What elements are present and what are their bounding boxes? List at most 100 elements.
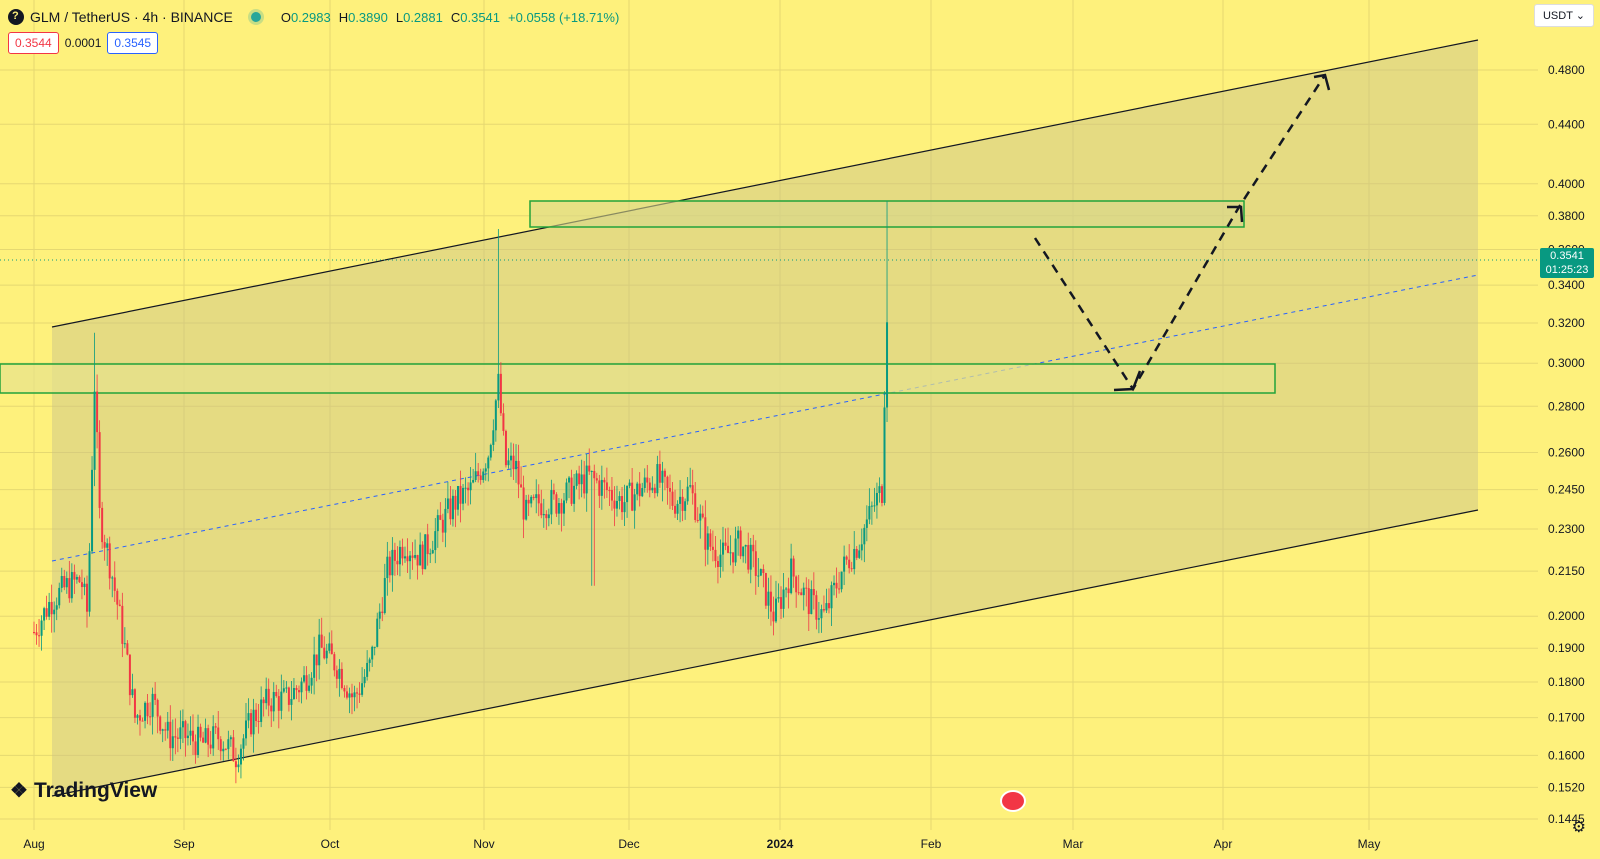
candle-body bbox=[706, 533, 709, 550]
us-flag-event-icon[interactable] bbox=[1000, 790, 1026, 812]
candle-body bbox=[305, 675, 308, 691]
candle-body bbox=[131, 689, 134, 696]
projection-arrow-head-2 bbox=[1227, 205, 1244, 223]
candle-body bbox=[199, 726, 202, 738]
x-tick-label: Oct bbox=[321, 837, 340, 851]
buy-price-button[interactable]: 0.3545 bbox=[107, 32, 159, 54]
candle-body bbox=[689, 485, 692, 487]
y-tick-label: 0.2300 bbox=[1548, 522, 1585, 536]
candle-body bbox=[656, 464, 659, 494]
candle-body bbox=[363, 676, 366, 684]
tradingview-logo[interactable]: ❖ TradingView bbox=[10, 778, 157, 803]
candle-body bbox=[287, 687, 290, 705]
candle-body bbox=[694, 493, 697, 520]
sell-price-button[interactable]: 0.3544 bbox=[8, 32, 59, 54]
candle-body bbox=[376, 618, 379, 647]
candle-body bbox=[388, 556, 391, 576]
candle-body bbox=[547, 514, 550, 519]
candle-body bbox=[552, 490, 555, 495]
candle-body bbox=[568, 477, 571, 483]
candle-body bbox=[638, 483, 641, 497]
candle-body bbox=[186, 735, 189, 739]
candle-body bbox=[275, 691, 278, 697]
candle-body bbox=[517, 460, 520, 485]
candle-body bbox=[224, 748, 227, 750]
candle-body bbox=[386, 556, 389, 579]
candle-body bbox=[474, 471, 477, 480]
candle-body bbox=[512, 455, 515, 470]
candle-body bbox=[197, 726, 200, 755]
candle-body bbox=[641, 488, 644, 497]
candle-body bbox=[790, 558, 793, 594]
candle-body bbox=[345, 691, 348, 698]
candle-body bbox=[179, 727, 182, 739]
candle-body bbox=[126, 643, 129, 655]
candle-body bbox=[121, 605, 124, 644]
candle-body bbox=[658, 464, 661, 483]
candle-body bbox=[578, 473, 581, 485]
candle-body bbox=[161, 729, 164, 731]
candle-body bbox=[194, 741, 197, 755]
candle-body bbox=[550, 490, 553, 515]
candle-body bbox=[593, 470, 596, 479]
current-price-value: 0.3541 bbox=[1550, 250, 1584, 262]
candle-body bbox=[222, 748, 225, 752]
candle-body bbox=[330, 643, 333, 655]
candle-body bbox=[378, 611, 381, 619]
ohlc-value-open: 0.2983 bbox=[290, 9, 331, 25]
candle-body bbox=[721, 542, 724, 555]
candle-body bbox=[229, 737, 232, 740]
candle-body bbox=[60, 576, 63, 588]
candle-body bbox=[757, 575, 760, 577]
candle-body bbox=[810, 589, 813, 615]
candle-body bbox=[843, 556, 846, 572]
candle-body bbox=[845, 556, 848, 560]
candle-body bbox=[873, 505, 876, 507]
candle-body bbox=[209, 744, 212, 749]
candle-body bbox=[318, 634, 321, 666]
candle-body bbox=[184, 721, 187, 739]
candle-body bbox=[883, 407, 886, 503]
candle-body bbox=[441, 519, 444, 533]
candle-body bbox=[822, 609, 825, 611]
candle-body bbox=[303, 675, 306, 682]
candle-body bbox=[73, 572, 76, 580]
candle-body bbox=[651, 487, 654, 491]
candle-body bbox=[43, 608, 46, 621]
candle-body bbox=[747, 545, 750, 570]
candle-body bbox=[865, 519, 868, 528]
gear-icon[interactable]: ⚙ bbox=[1571, 819, 1586, 836]
candle-body bbox=[570, 477, 573, 504]
candle-body bbox=[487, 457, 490, 469]
ohlc-values: O0.2983 H0.3890 L0.2881 C0.3541 +0.0558 … bbox=[281, 10, 620, 25]
candle-body bbox=[159, 716, 162, 731]
candle-body bbox=[444, 508, 447, 533]
candle-body bbox=[585, 465, 588, 494]
candle-body bbox=[70, 572, 73, 599]
y-tick-label: 0.2600 bbox=[1548, 446, 1585, 460]
candle-body bbox=[101, 507, 104, 543]
candle-body bbox=[880, 486, 883, 503]
candle-body bbox=[838, 588, 841, 590]
candle-body bbox=[300, 681, 303, 693]
currency-selector[interactable]: USDT ⌄ bbox=[1533, 4, 1594, 27]
candle-body bbox=[164, 729, 167, 731]
candle-body bbox=[532, 496, 535, 499]
candle-body bbox=[277, 696, 280, 711]
candle-body bbox=[212, 726, 215, 749]
symbol-title[interactable]: GLM / TetherUS · 4h · BINANCE bbox=[30, 9, 233, 25]
candle-body bbox=[239, 748, 242, 765]
candle-body bbox=[562, 500, 565, 514]
candle-body bbox=[742, 546, 745, 557]
candle-body bbox=[88, 551, 91, 612]
candle-body bbox=[421, 544, 424, 570]
brand-name: TradingView bbox=[33, 778, 158, 802]
candle-body bbox=[151, 693, 154, 717]
x-tick-label: Aug bbox=[23, 837, 44, 851]
candle-body bbox=[252, 709, 255, 735]
ohlc-value-low: 0.2881 bbox=[403, 9, 443, 25]
y-tick-label: 0.3000 bbox=[1548, 356, 1585, 370]
candle-body bbox=[709, 533, 712, 547]
candle-body bbox=[636, 483, 639, 495]
